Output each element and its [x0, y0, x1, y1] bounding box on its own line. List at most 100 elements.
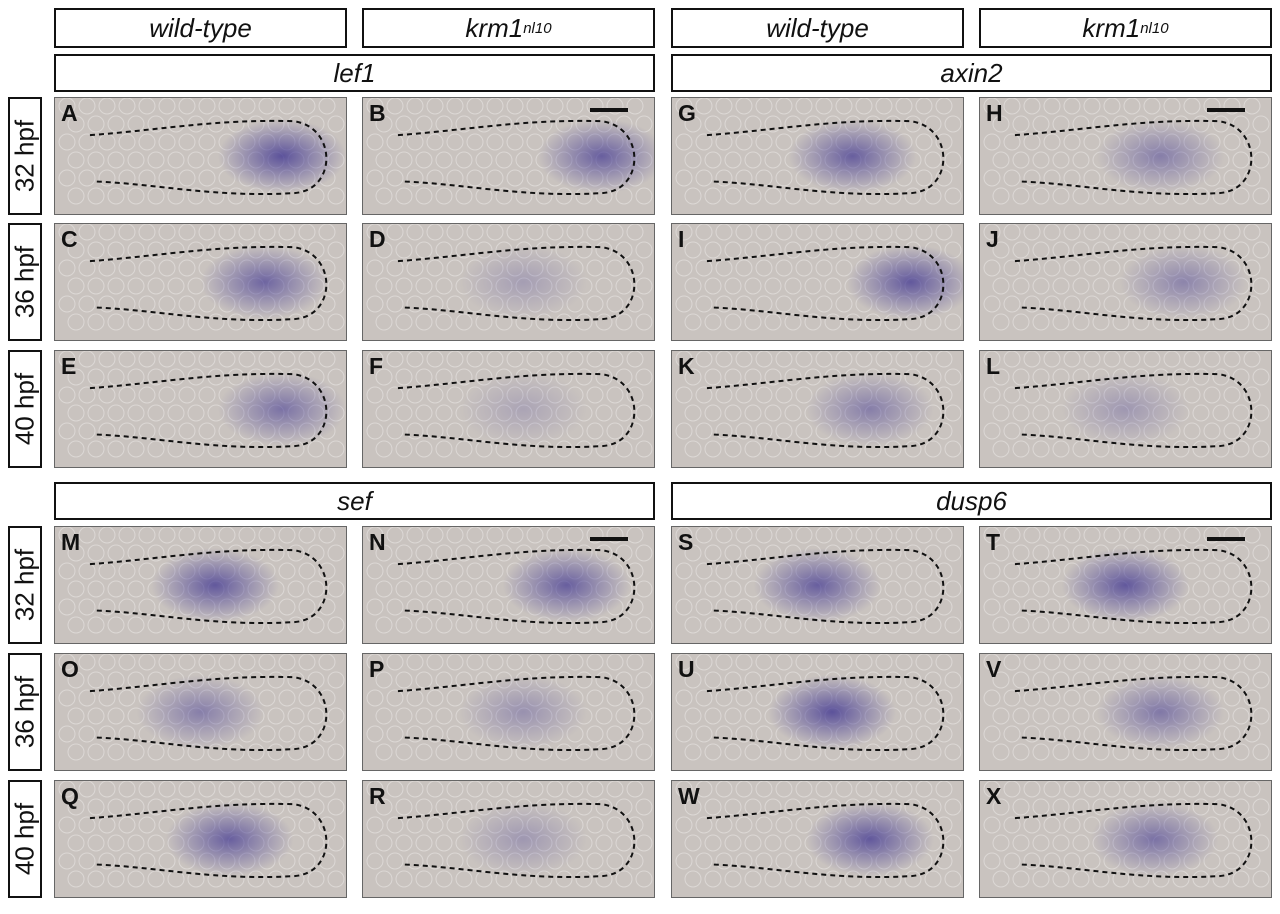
cell-outline	[127, 440, 145, 458]
cell-outline	[1032, 187, 1050, 205]
primordium-outline	[706, 245, 945, 322]
cell-outline	[375, 544, 393, 562]
cell-outline	[118, 133, 136, 151]
cell-outline	[1143, 224, 1161, 241]
cell-outline	[298, 781, 316, 798]
cell-outline	[795, 351, 813, 368]
cell-outline	[426, 422, 444, 440]
cell-outline	[307, 743, 325, 761]
cell-outline	[455, 368, 473, 386]
cell-outline	[318, 816, 336, 834]
cell-outline	[167, 368, 185, 386]
stain-signal	[1061, 371, 1190, 447]
cell-outline	[167, 440, 185, 458]
cell-outline	[704, 798, 722, 816]
cell-outline	[446, 133, 464, 151]
cell-outline	[107, 115, 125, 133]
scale-bar	[1207, 108, 1245, 112]
cell-outline	[795, 781, 813, 798]
genotype-header: wild-type	[54, 8, 347, 48]
cell-outline	[715, 654, 733, 671]
stain-signal	[1096, 118, 1225, 194]
cell-outline	[87, 544, 105, 562]
cell-outline	[915, 725, 933, 743]
cell-outline	[178, 224, 196, 241]
cell-outline	[58, 133, 76, 151]
cell-outline	[1103, 527, 1121, 544]
panel-letter: H	[986, 100, 1003, 126]
cell-outline	[1043, 351, 1061, 368]
primordium-outline	[89, 372, 328, 449]
genotype-name: wild-type	[766, 12, 869, 43]
cell-outline	[695, 224, 713, 241]
cell-outline	[626, 527, 644, 544]
cell-outline	[486, 351, 504, 368]
cell-outline	[58, 654, 76, 671]
cell-outline	[675, 169, 693, 187]
cell-outline	[1032, 440, 1050, 458]
cell-outline	[1063, 295, 1081, 313]
cell-outline	[804, 277, 822, 295]
cell-outline	[178, 259, 196, 277]
cell-outline	[435, 313, 453, 331]
cell-outline	[327, 798, 345, 816]
cell-outline	[566, 527, 584, 544]
stain-signal	[1119, 244, 1248, 320]
cell-outline	[118, 422, 136, 440]
cell-outline	[535, 115, 553, 133]
cell-outline	[386, 295, 404, 313]
cell-outline	[158, 351, 176, 368]
cell-outline	[1043, 725, 1061, 743]
cell-outline	[147, 313, 165, 331]
cell-outline	[415, 707, 433, 725]
cell-outline	[675, 224, 693, 241]
cell-outline	[307, 440, 325, 458]
cell-outline	[258, 725, 276, 743]
cell-outline	[1012, 151, 1030, 169]
cell-outline	[1252, 671, 1270, 689]
cell-outline	[426, 598, 444, 616]
cell-outline	[98, 169, 116, 187]
cell-outline	[1163, 351, 1181, 368]
cell-outline	[1012, 671, 1030, 689]
cell-outline	[595, 743, 613, 761]
cell-outline	[735, 422, 753, 440]
cell-outline	[935, 98, 953, 115]
cell-outline	[1092, 277, 1110, 295]
cell-outline	[258, 527, 276, 544]
cell-outline	[386, 598, 404, 616]
cell-outline	[406, 386, 424, 404]
cell-outline	[366, 224, 384, 241]
micrograph-image	[672, 351, 963, 467]
cell-outline	[1103, 351, 1121, 368]
cell-outline	[87, 707, 105, 725]
cell-outline	[415, 404, 433, 422]
genotype-header: krm1 nl10	[362, 8, 655, 48]
cell-outline	[884, 616, 902, 634]
cell-outline	[924, 743, 942, 761]
cell-outline	[1143, 781, 1161, 798]
cell-outline	[446, 98, 464, 115]
cell-outline	[983, 654, 1001, 671]
cell-outline	[1032, 743, 1050, 761]
cell-outline	[386, 351, 404, 368]
cell-outline	[735, 98, 753, 115]
cell-outline	[546, 98, 564, 115]
cell-outline	[575, 241, 593, 259]
cell-outline	[426, 562, 444, 580]
cell-outline	[327, 671, 345, 689]
cell-outline	[1252, 241, 1270, 259]
cell-outline	[855, 781, 873, 798]
cell-outline	[935, 169, 953, 187]
cell-outline	[944, 187, 962, 205]
cell-outline	[455, 580, 473, 598]
cell-outline	[935, 816, 953, 834]
cell-outline	[318, 654, 336, 671]
cell-outline	[1052, 870, 1070, 888]
cell-outline	[704, 707, 722, 725]
cell-outline	[406, 689, 424, 707]
micrograph-panel: Q	[54, 780, 347, 898]
cell-outline	[327, 834, 345, 852]
cell-outline	[1003, 386, 1021, 404]
cell-outline	[626, 422, 644, 440]
